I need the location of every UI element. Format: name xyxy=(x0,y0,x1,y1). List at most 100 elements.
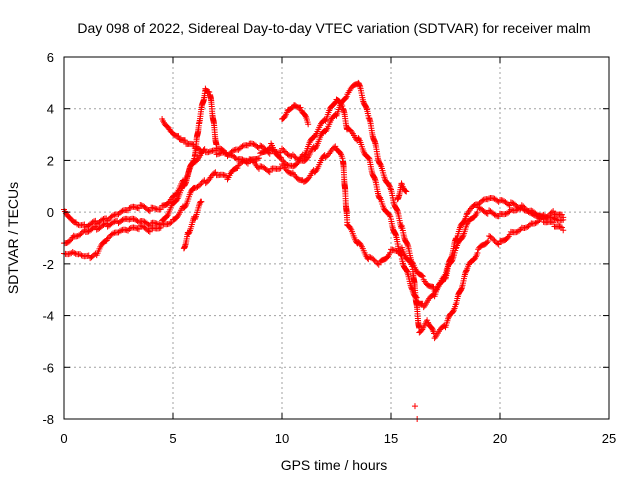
data-point xyxy=(396,247,403,254)
y-tick-label: -6 xyxy=(42,360,54,375)
data-point xyxy=(550,219,557,226)
y-tick-label: -2 xyxy=(42,257,54,272)
data-point xyxy=(101,220,108,227)
data-point xyxy=(123,227,130,234)
data-point xyxy=(454,240,461,247)
data-point xyxy=(491,237,498,244)
data-point xyxy=(93,226,100,233)
data-point xyxy=(89,253,96,260)
data-point xyxy=(452,245,459,252)
data-point xyxy=(118,208,125,215)
data-point xyxy=(110,230,117,237)
data-point xyxy=(197,146,204,153)
data-point xyxy=(140,218,147,225)
data-point xyxy=(99,216,106,223)
chart-title: Day 098 of 2022, Sidereal Day-to-day VTE… xyxy=(77,20,590,36)
data-point xyxy=(92,223,99,230)
data-point xyxy=(104,235,111,242)
data-point xyxy=(337,150,344,157)
data-point xyxy=(440,277,447,284)
data-point xyxy=(235,146,242,153)
data-point xyxy=(126,225,133,232)
data-point xyxy=(173,196,180,203)
data-point xyxy=(197,199,204,206)
data-point xyxy=(420,304,427,311)
data-point xyxy=(450,308,457,315)
data-point xyxy=(182,203,189,210)
data-point xyxy=(197,181,204,188)
data-point xyxy=(74,221,81,228)
data-point xyxy=(546,212,553,219)
y-tick-label: 6 xyxy=(47,50,54,65)
data-point xyxy=(492,212,499,219)
data-point xyxy=(494,197,501,204)
data-point xyxy=(370,256,377,263)
data-point xyxy=(232,155,239,162)
data-point xyxy=(484,196,491,203)
data-point xyxy=(185,230,192,237)
data-point xyxy=(403,188,410,195)
data-point xyxy=(104,217,111,224)
data-point xyxy=(528,207,535,214)
data-point xyxy=(449,257,456,264)
data-point xyxy=(381,176,388,183)
data-point xyxy=(186,165,193,172)
x-axis-label: GPS time / hours xyxy=(281,457,388,473)
data-point xyxy=(195,182,202,189)
data-point xyxy=(387,249,394,256)
data-point xyxy=(201,146,208,153)
data-point xyxy=(235,162,242,169)
data-point xyxy=(157,224,164,231)
plot-frame xyxy=(63,56,610,420)
data-point xyxy=(119,207,126,214)
data-point xyxy=(234,164,241,171)
data-point xyxy=(186,228,193,235)
data-point xyxy=(463,221,470,228)
data-point xyxy=(126,205,133,212)
data-point xyxy=(284,161,291,168)
data-point xyxy=(355,134,362,141)
data-point xyxy=(196,145,203,152)
data-point xyxy=(259,144,266,151)
data-point xyxy=(135,226,142,233)
data-point xyxy=(182,180,189,187)
data-point xyxy=(411,403,418,410)
data-point xyxy=(401,187,408,194)
data-point xyxy=(198,198,205,205)
data-point xyxy=(502,211,509,218)
data-point xyxy=(100,221,107,228)
data-point xyxy=(181,137,188,144)
data-point xyxy=(257,142,264,149)
data-point xyxy=(190,158,197,165)
data-point xyxy=(505,209,512,216)
data-point xyxy=(371,257,378,264)
data-point xyxy=(448,258,455,265)
x-tick-label: 20 xyxy=(493,431,507,446)
x-tick-label: 25 xyxy=(602,431,616,446)
data-point xyxy=(77,231,84,238)
data-point xyxy=(550,208,557,215)
data-point xyxy=(190,141,197,148)
y-axis-label: SDTVAR / TECUs xyxy=(5,182,21,294)
data-point xyxy=(146,228,153,235)
data-point xyxy=(311,133,318,140)
data-point xyxy=(544,213,551,220)
data-point xyxy=(506,202,513,209)
x-tick-label: 0 xyxy=(60,431,67,446)
data-point xyxy=(277,165,284,172)
data-point xyxy=(418,272,425,279)
data-point xyxy=(516,227,523,234)
data-point xyxy=(536,217,543,224)
data-point xyxy=(90,218,97,225)
data-point xyxy=(281,148,288,155)
data-point xyxy=(557,223,564,230)
x-tick-label: 10 xyxy=(275,431,289,446)
data-point xyxy=(459,233,466,240)
data-point xyxy=(387,185,394,192)
data-point xyxy=(173,190,180,197)
data-point xyxy=(198,149,205,156)
data-point xyxy=(404,268,411,275)
data-point xyxy=(459,234,466,241)
